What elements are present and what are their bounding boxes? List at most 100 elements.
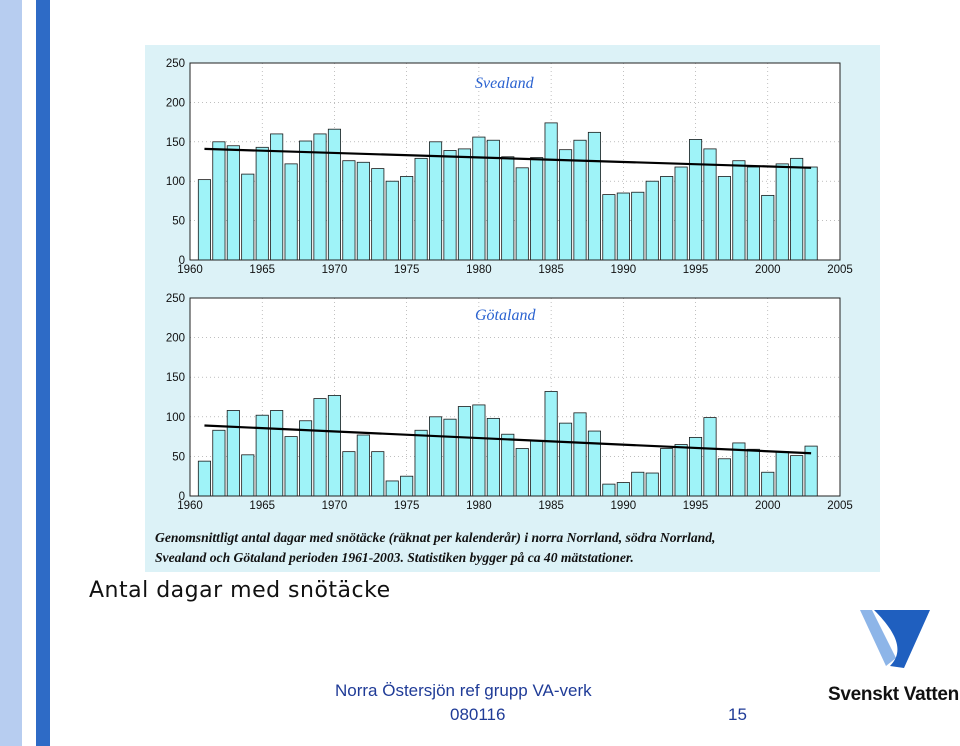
- panel1-bar: [270, 133, 284, 261]
- panel2-plot-area: [189, 297, 841, 497]
- panel1-y-tick-label: 250: [166, 58, 185, 70]
- panel2-bar: [226, 410, 240, 497]
- panel1-bar: [559, 149, 573, 261]
- panel2-bar: [327, 395, 341, 497]
- panel2-bar: [530, 440, 544, 497]
- panel2-bar: [284, 436, 298, 497]
- panel1-bar: [443, 150, 457, 261]
- panel1-bar: [342, 160, 356, 261]
- panel2-x-tick-label: 1985: [538, 500, 564, 512]
- panel2-bar: [515, 448, 529, 497]
- panel2-bar: [342, 451, 356, 497]
- panel1-bar: [790, 157, 804, 261]
- panel2-bar: [385, 480, 399, 497]
- panel2-bar: [544, 391, 558, 497]
- chart-caption: Genomsnittligt antal dagar med snötäcke …: [155, 528, 880, 568]
- panel1-bar: [327, 128, 341, 261]
- panel1-bar: [530, 157, 544, 261]
- panel1-region-label: Svealand: [475, 75, 535, 92]
- panel1-bar: [255, 146, 269, 261]
- panel1-bar: [400, 176, 414, 261]
- panel2-bar: [270, 410, 284, 497]
- panel1-bar: [717, 176, 731, 261]
- panel2-bar: [689, 436, 703, 497]
- panel1-frame: [189, 62, 841, 261]
- panel2-trend-line: [204, 424, 812, 455]
- panel2-y-tick-label: 200: [166, 333, 185, 345]
- panel1-bar: [544, 122, 558, 261]
- logo-text: Svenskt Vatten: [828, 684, 959, 705]
- panel2-bar: [356, 434, 370, 497]
- panel1-bar: [616, 192, 630, 261]
- panel1-bar: [804, 166, 818, 261]
- panel2-x-tick-label: 1995: [683, 500, 709, 512]
- panel2-y-tick-label: 50: [172, 451, 185, 463]
- panel2-y-tick-label: 100: [166, 412, 185, 424]
- panel1-bar: [602, 194, 616, 261]
- panel1-x-tick-label: 1960: [177, 264, 203, 276]
- panel2-bar: [559, 422, 573, 497]
- footer-text: Norra Östersjön ref grupp VA-verk: [335, 681, 592, 700]
- panel2-x-tick-label: 2000: [755, 500, 781, 512]
- panel1-bar: [241, 173, 255, 261]
- panel2-bar: [717, 458, 731, 497]
- panel1-x-tick-label: 1965: [249, 264, 275, 276]
- panel2-bar: [645, 472, 659, 497]
- panel1-bar: [385, 180, 399, 261]
- panel1-bar: [573, 139, 587, 261]
- panel2-bar: [212, 429, 226, 497]
- panel1-bar: [775, 163, 789, 261]
- caption-line-2: Svealand och Götaland perioden 1961-2003…: [155, 550, 634, 565]
- panel2-bar: [703, 417, 717, 497]
- panel1-x-tick-label: 2005: [827, 264, 853, 276]
- panel1-bar: [645, 180, 659, 261]
- panel1-bar: [414, 157, 428, 261]
- panel1-bar: [299, 140, 313, 261]
- panel1-trend-line: [204, 147, 812, 169]
- panel1-bar: [587, 131, 601, 261]
- panel2-x-tick-label: 2005: [827, 500, 853, 512]
- panel2-bar: [761, 471, 775, 497]
- panel2-y-tick-label: 250: [166, 293, 185, 305]
- panel2-bar: [313, 398, 327, 497]
- panel2-bar: [299, 420, 313, 497]
- panel2-bar: [501, 433, 515, 497]
- left-stripe-light: [0, 0, 22, 746]
- panel1-bar: [732, 160, 746, 261]
- panel2-bar: [660, 448, 674, 497]
- panel2-y-tick-label: 0: [179, 491, 185, 503]
- panel2-bar: [457, 406, 471, 497]
- panel2-bar: [429, 416, 443, 497]
- panel1-y-tick-label: 200: [166, 97, 185, 109]
- panel2-region-label: Götaland: [475, 307, 536, 324]
- panel1-bar: [429, 141, 443, 261]
- panel2-frame: [189, 297, 841, 497]
- panel2-bar: [443, 418, 457, 497]
- panel2-bar: [616, 482, 630, 497]
- panel1-bar: [472, 136, 486, 261]
- panel2-bar: [573, 412, 587, 497]
- panel2-bar: [790, 455, 804, 497]
- panel1-bar: [457, 148, 471, 261]
- panel2-bar: [631, 471, 645, 497]
- panel1-x-tick-label: 1980: [466, 264, 492, 276]
- panel2-x-tick-label: 1975: [394, 500, 420, 512]
- panel1-x-tick-label: 1970: [322, 264, 348, 276]
- panel1-plot-area: [189, 62, 841, 261]
- panel1-x-tick-label: 1995: [683, 264, 709, 276]
- panel1-bar: [746, 166, 760, 261]
- panel2-y-tick-label: 150: [166, 372, 185, 384]
- panel2-bar: [746, 448, 760, 497]
- panel1-y-tick-label: 50: [172, 216, 185, 228]
- panel2-x-tick-label: 1980: [466, 500, 492, 512]
- panel1-bar: [689, 139, 703, 261]
- panel1-x-tick-label: 1975: [394, 264, 420, 276]
- panel1-bar: [674, 166, 688, 261]
- panel1-bar: [660, 176, 674, 261]
- panel2-bar: [400, 475, 414, 497]
- panel2-bar: [587, 430, 601, 497]
- chart-figure: 1960 1965 1970 1975 1980 1985 1990 1995 2000 2005…: [145, 45, 880, 572]
- panel1-bar: [515, 167, 529, 261]
- panel2-x-tick-label: 1970: [322, 500, 348, 512]
- panel1-x-tick-label: 1985: [538, 264, 564, 276]
